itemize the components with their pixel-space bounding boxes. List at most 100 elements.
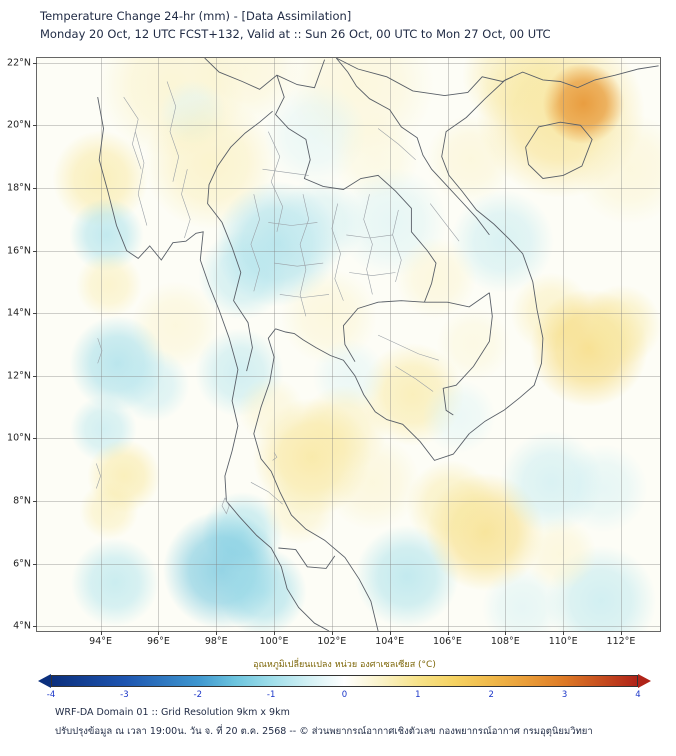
x-tick-mark — [216, 631, 218, 635]
x-grid-line — [389, 58, 391, 631]
boundary-border-vietnam-china — [335, 58, 513, 97]
colorbar-tick-label: 1 — [415, 690, 421, 700]
y-tick-mark — [33, 375, 37, 377]
x-grid-line — [100, 58, 102, 631]
boundary-border-thailand-malaysia — [278, 547, 336, 569]
x-tick-mark — [447, 631, 449, 635]
x-tick-mark — [274, 631, 276, 635]
boundary-border-myanmar-china-laos — [204, 58, 326, 90]
boundary-coast-peninsula-east — [253, 328, 379, 631]
y-tick-label: 20°N — [7, 119, 31, 131]
y-tick-mark — [33, 563, 37, 565]
boundary-province-21 — [250, 482, 283, 505]
boundary-border-myanmar-thailand — [207, 110, 273, 372]
x-tick-label: 112°E — [606, 636, 636, 647]
x-tick-label: 106°E — [433, 636, 462, 647]
x-tick-label: 96°E — [146, 636, 170, 647]
y-tick-label: 8°N — [13, 495, 31, 507]
boundary-province-2 — [299, 194, 310, 317]
y-tick-label: 12°N — [7, 370, 31, 382]
boundary-province-14 — [429, 203, 460, 242]
boundary-border-thailand-cambodia — [342, 300, 425, 362]
y-tick-mark — [33, 626, 37, 628]
boundary-province-11 — [346, 234, 393, 239]
y-tick-mark — [33, 250, 37, 252]
boundary-province-6 — [250, 194, 260, 292]
y-grid-line — [37, 313, 660, 315]
boundary-province-8 — [268, 222, 318, 226]
chart-header: Temperature Change 24-hr (mm) - [Data As… — [40, 7, 551, 43]
x-tick-mark — [331, 631, 333, 635]
colorbar-tick-label: -3 — [120, 690, 129, 700]
y-tick-mark — [33, 62, 37, 64]
colorbar-gradient — [51, 675, 638, 687]
boundary-border-laos-vietnam — [335, 58, 490, 236]
y-grid-line — [37, 501, 660, 503]
boundary-province-16 — [395, 366, 434, 392]
colorbar-section: อุณหภูมิเปลี่ยนแปลง หน่วย องศาเซลเซียส (… — [38, 657, 651, 702]
x-grid-line — [620, 58, 622, 631]
boundary-province-9 — [274, 262, 324, 267]
colorbar-arrow-right-icon — [638, 674, 651, 688]
y-grid-line — [37, 626, 660, 628]
x-tick-label: 100°E — [259, 636, 289, 647]
x-grid-line — [158, 58, 160, 631]
boundary-province-5 — [392, 209, 402, 282]
y-grid-line — [37, 125, 660, 127]
heat-blob — [564, 269, 660, 383]
boundary-border-thailand-laos — [274, 75, 437, 303]
chart-title: Temperature Change 24-hr (mm) - [Data As… — [40, 9, 352, 23]
boundary-province-4 — [363, 194, 373, 295]
boundary-province-15 — [377, 334, 439, 361]
boundary-province-3 — [331, 203, 344, 301]
heat-blob — [422, 293, 525, 396]
x-tick-mark — [389, 631, 391, 635]
y-grid-line — [37, 187, 660, 189]
boundary-province-10 — [279, 294, 330, 298]
boundary-province-7 — [262, 168, 309, 176]
x-grid-line — [505, 58, 507, 631]
x-grid-line — [447, 58, 449, 631]
colorbar-tick-label: 4 — [635, 690, 641, 700]
x-tick-label: 108°E — [490, 636, 520, 647]
y-tick-mark — [33, 313, 37, 315]
footer-update-info: ปรับปรุงข้อมูล ณ เวลา 19:00น. วัน จ. ที่… — [55, 726, 593, 737]
colorbar-arrow-left-icon — [38, 674, 51, 688]
boundary-island-samui — [272, 452, 278, 461]
map-canvas — [37, 58, 660, 631]
chart-subtitle: Monday 20 Oct, 12 UTC FCST+132, Valid at… — [40, 27, 551, 41]
x-tick-label: 102°E — [317, 636, 347, 647]
colorbar-tick-label: 0 — [341, 690, 348, 700]
colorbar-tick-label: -4 — [46, 690, 56, 700]
y-tick-label: 14°N — [7, 307, 31, 319]
map-boundaries — [96, 58, 659, 631]
colorbar-tick-label: -1 — [266, 690, 276, 700]
x-tick-mark — [563, 631, 565, 635]
boundary-province-18 — [166, 81, 180, 182]
colorbar-tick-label: -2 — [193, 690, 202, 700]
boundary-coast-peninsula-west — [224, 450, 330, 631]
x-grid-line — [331, 58, 333, 631]
boundary-province-20 — [135, 131, 148, 226]
boundary-coast-vietnam-china — [441, 65, 659, 435]
boundary-island-andaman-south — [96, 463, 101, 489]
y-tick-label: 22°N — [7, 57, 31, 69]
y-tick-label: 18°N — [7, 182, 31, 194]
y-tick-mark — [33, 125, 37, 127]
boundary-border-cambodia-vietnam — [442, 292, 493, 416]
x-tick-mark — [505, 631, 507, 635]
boundary-province-12 — [349, 272, 396, 276]
heat-blob — [53, 521, 177, 631]
x-grid-line — [216, 58, 218, 631]
heat-blob — [201, 530, 324, 631]
x-tick-label: 98°E — [204, 636, 228, 647]
colorbar — [38, 674, 651, 688]
footer-domain-info: WRF-DA Domain 01 :: Grid Resolution 9km … — [55, 707, 290, 718]
x-tick-label: 110°E — [548, 636, 578, 647]
heat-blob — [225, 364, 318, 457]
y-grid-line — [37, 563, 660, 565]
colorbar-ticks: -4 -3 -2 -1 0 1 2 3 4 — [47, 690, 641, 702]
x-grid-line — [274, 58, 276, 631]
y-tick-mark — [33, 187, 37, 189]
x-tick-label: 94°E — [89, 636, 113, 647]
